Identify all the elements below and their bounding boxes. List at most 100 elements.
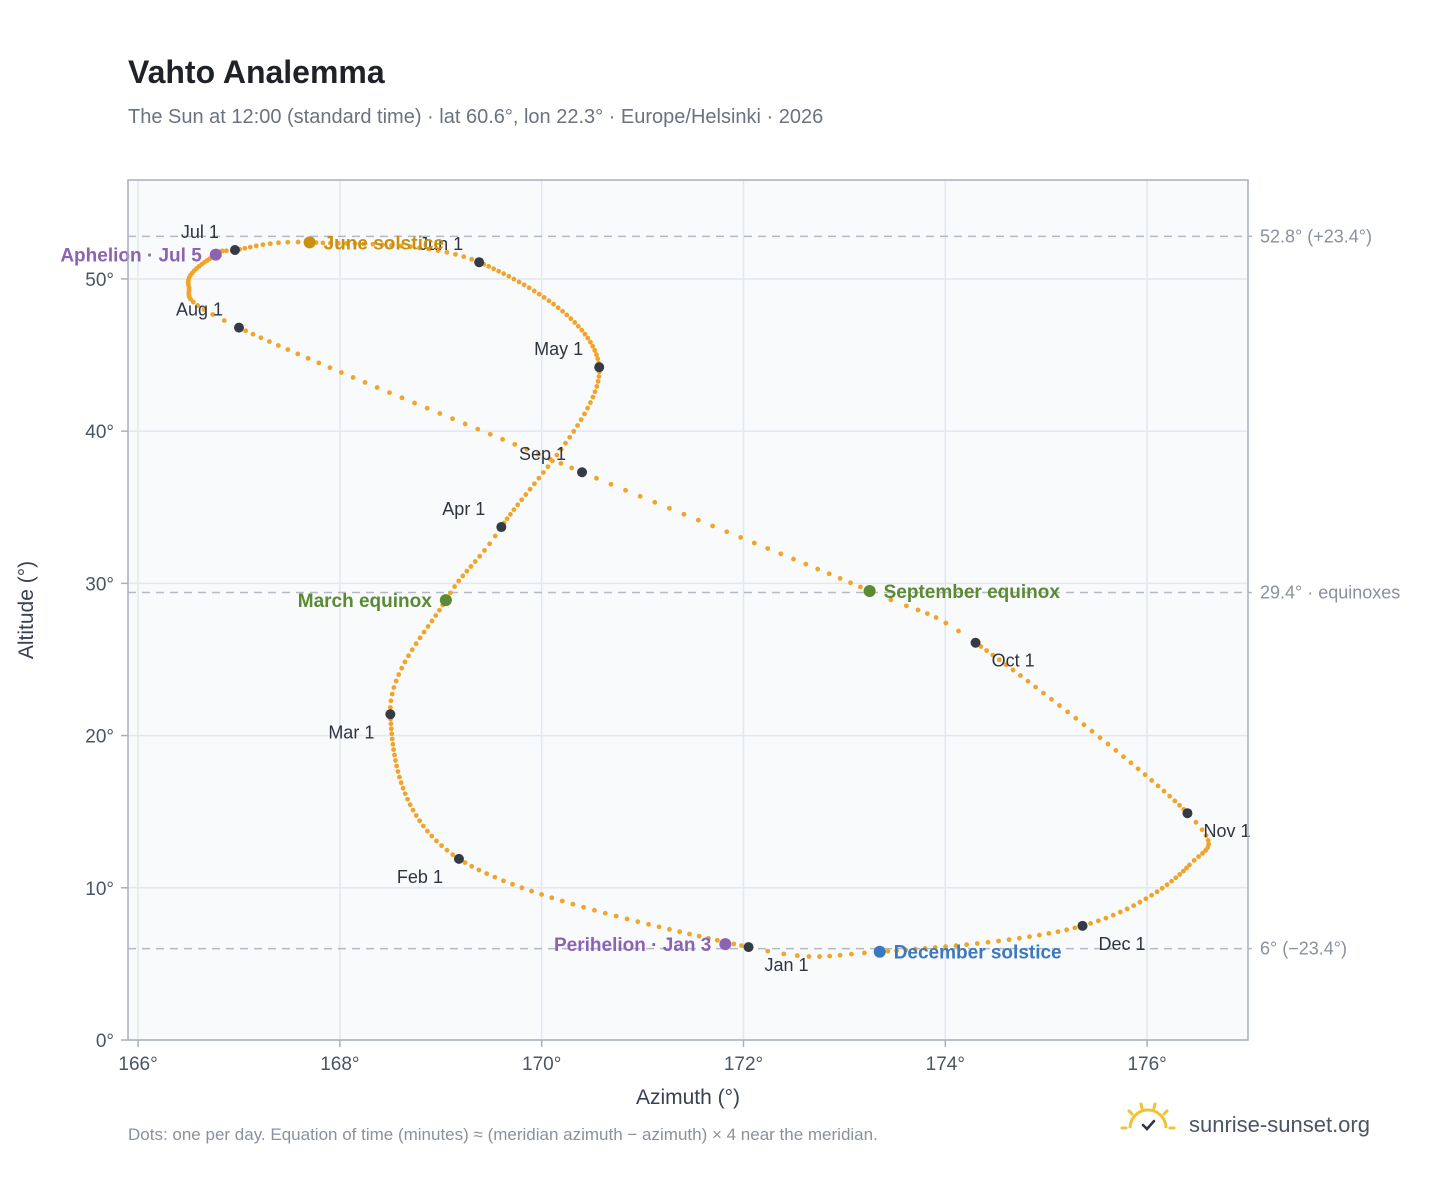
daily-sun-dot: [803, 561, 809, 567]
daily-sun-dot: [424, 828, 430, 834]
daily-sun-dot: [399, 665, 405, 671]
daily-sun-dot: [491, 266, 497, 272]
x-tick-label: 174°: [926, 1054, 965, 1075]
daily-sun-dot: [1027, 934, 1032, 940]
daily-sun-dot: [1173, 875, 1179, 881]
daily-sun-dot: [806, 954, 812, 959]
daily-sun-dot: [996, 657, 1002, 663]
daily-sun-dot: [253, 243, 259, 249]
daily-sun-dot: [532, 481, 537, 487]
daily-sun-dot: [791, 556, 796, 562]
y-tick-label: 40°: [85, 422, 114, 443]
reference-line-label: 29.4° · equinoxes: [1260, 582, 1400, 602]
daily-sun-dot: [1180, 868, 1186, 874]
daily-sun-dot: [429, 833, 435, 839]
daily-sun-dot: [1143, 896, 1149, 902]
daily-sun-dot: [848, 580, 853, 586]
daily-sun-dot: [1017, 673, 1023, 678]
daily-sun-dot: [387, 705, 393, 710]
daily-sun-dot: [390, 741, 396, 747]
daily-sun-dot: [1041, 690, 1046, 696]
daily-sun-dot: [496, 268, 502, 274]
daily-sun-dot: [1072, 925, 1078, 931]
daily-sun-dot: [195, 303, 201, 308]
daily-sun-dot: [943, 944, 948, 950]
daily-sun-dot: [815, 566, 821, 572]
month-marker-dot: [229, 245, 240, 256]
daily-sun-dot: [460, 573, 466, 579]
daily-sun-dot: [456, 578, 462, 584]
daily-sun-dot: [1006, 937, 1012, 943]
daily-sun-dot: [398, 780, 404, 786]
footnote: Dots: one per day. Equation of time (min…: [128, 1125, 878, 1144]
daily-sun-dot: [402, 791, 408, 797]
daily-sun-dot: [417, 245, 423, 251]
daily-sun-dot: [388, 698, 394, 704]
daily-sun-dot: [468, 564, 474, 569]
daily-sun-dot: [389, 736, 395, 742]
daily-sun-dot: [1055, 929, 1061, 935]
daily-sun-dot: [504, 516, 510, 522]
month-marker-dot: [577, 467, 588, 478]
daily-sun-dot: [396, 672, 402, 677]
daily-sun-dot: [590, 343, 596, 349]
daily-sun-dot: [974, 941, 980, 946]
daily-sun-dot: [393, 758, 398, 763]
daily-sun-dot: [849, 951, 854, 957]
daily-sun-dot: [469, 863, 475, 869]
daily-sun-dot: [592, 347, 598, 353]
daily-sun-dot: [575, 423, 580, 428]
daily-sun-dot: [1105, 741, 1111, 747]
daily-sun-dot: [327, 365, 333, 371]
daily-sun-dot: [1064, 927, 1070, 933]
daily-sun-dot: [582, 331, 588, 337]
daily-sun-dot: [1191, 857, 1197, 863]
daily-sun-dot: [512, 441, 518, 447]
daily-sun-dot: [564, 312, 570, 318]
daily-sun-dot: [1149, 777, 1155, 783]
daily-sun-dot: [1199, 827, 1205, 833]
daily-sun-dot: [590, 394, 596, 400]
daily-sun-dot: [1046, 931, 1052, 936]
daily-sun-dot: [646, 921, 651, 927]
month-marker-dot: [1077, 920, 1088, 931]
daily-sun-dot: [588, 339, 593, 345]
daily-sun-dot: [837, 952, 843, 958]
daily-sun-dot: [579, 327, 585, 333]
daily-sun-dot: [1128, 760, 1134, 766]
chart-subtitle: The Sun at 12:00 (standard time) · lat 6…: [128, 106, 823, 128]
daily-sun-dot: [924, 611, 930, 617]
daily-sun-dot: [1110, 912, 1116, 918]
daily-sun-dot: [1033, 684, 1039, 690]
daily-sun-dot: [549, 895, 555, 901]
daily-sun-dot: [817, 954, 822, 959]
daily-sun-dot: [570, 901, 576, 907]
daily-sun-dot: [425, 624, 431, 629]
daily-sun-dot: [413, 813, 419, 818]
daily-sun-dot: [1057, 703, 1062, 708]
y-tick-label: 0°: [96, 1031, 114, 1052]
daily-sun-dot: [1117, 909, 1123, 915]
daily-sun-dot: [439, 843, 444, 849]
daily-sun-dot: [524, 446, 530, 452]
daily-sun-dot: [581, 904, 586, 910]
daily-sun-dot: [1154, 889, 1160, 895]
daily-sun-dot: [406, 653, 411, 659]
event-marker-dot: [719, 938, 732, 951]
daily-sun-dot: [540, 470, 546, 475]
daily-sun-dot: [915, 607, 921, 613]
event-marker-dot: [873, 945, 886, 958]
daily-sun-dot: [656, 924, 662, 930]
daily-sun-dot: [417, 635, 423, 641]
daily-sun-dot: [266, 339, 272, 344]
month-marker-dot: [743, 942, 754, 953]
daily-sun-dot: [1142, 772, 1148, 778]
daily-sun-dot: [487, 431, 493, 437]
daily-sun-dot: [413, 641, 419, 647]
daily-sun-dot: [706, 935, 711, 941]
daily-sun-dot: [593, 352, 599, 357]
daily-sun-dot: [444, 249, 450, 255]
daily-sun-dot: [1010, 667, 1016, 673]
daily-sun-dot: [437, 411, 443, 416]
daily-sun-dot: [1149, 892, 1155, 898]
